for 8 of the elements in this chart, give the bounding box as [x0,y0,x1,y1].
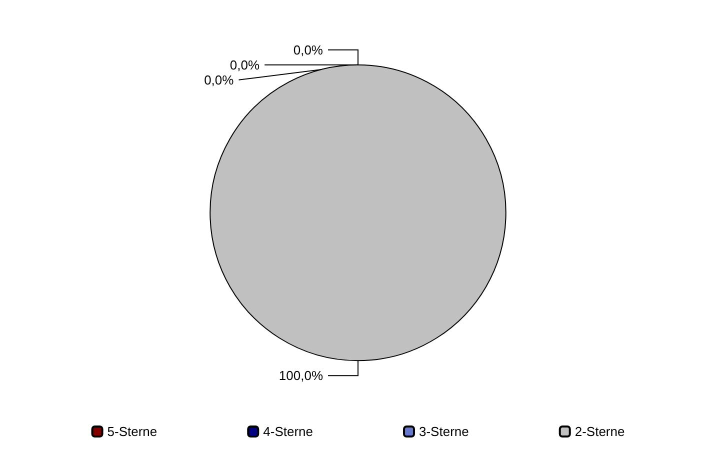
legend-label: 3-Sterne [419,424,469,439]
data-label: 100,0% [278,368,324,384]
text: 0,0% [204,72,234,88]
legend-label: 4-Sterne [263,424,314,439]
text: 0,0% [230,57,260,72]
legend-label: 2-Sterne [574,424,625,439]
text: 0,0% [293,42,323,58]
legend-label: 5-Sterne [107,424,158,439]
